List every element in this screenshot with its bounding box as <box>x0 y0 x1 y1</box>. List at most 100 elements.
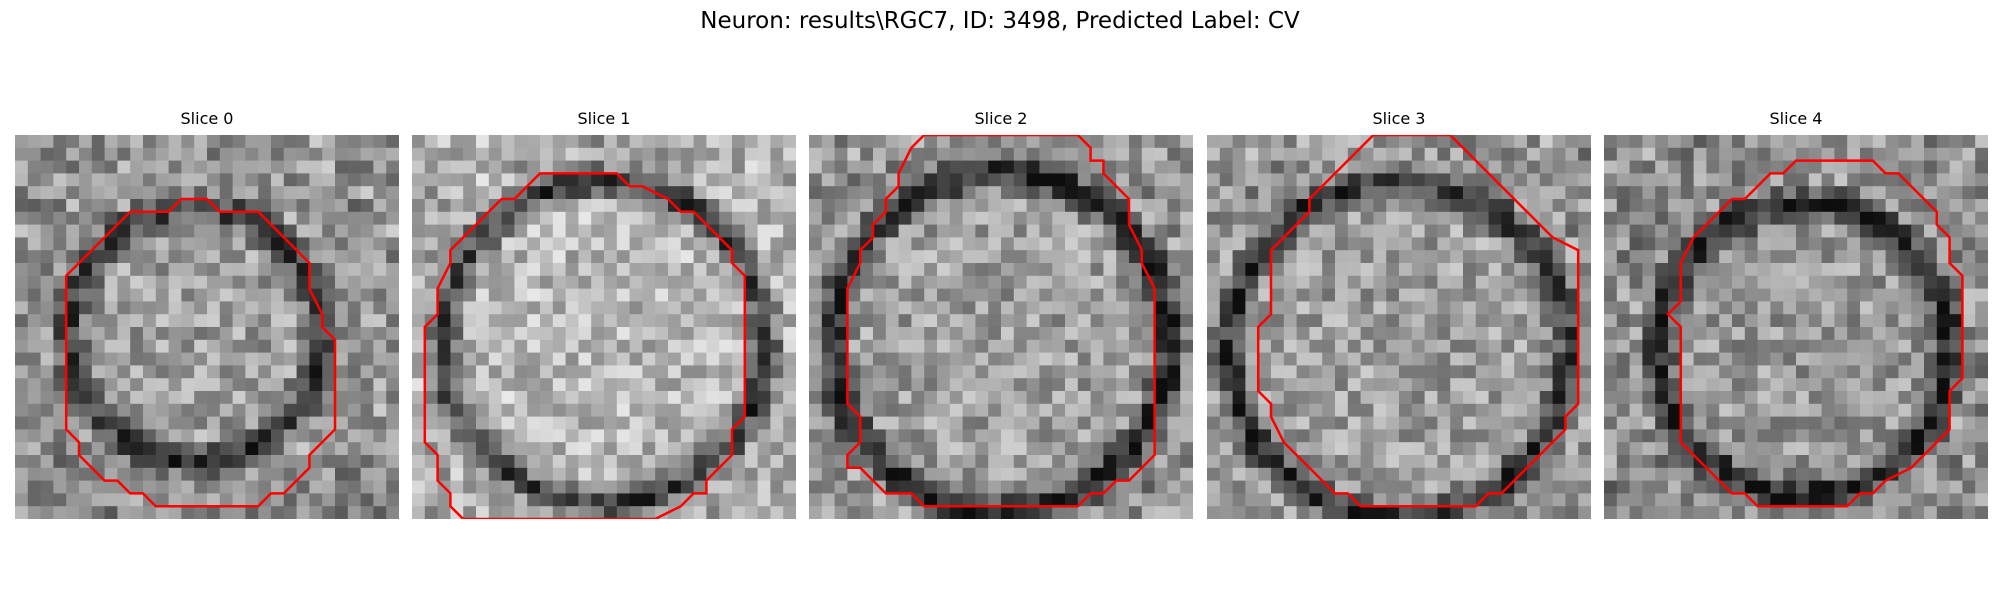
pixel-cell <box>1283 263 1297 277</box>
pixel-cell <box>1271 288 1285 302</box>
pixel-cell <box>1783 135 1797 149</box>
pixel-cell <box>1860 403 1874 417</box>
pixel-cell <box>1706 160 1720 174</box>
pixel-cell <box>1207 480 1221 494</box>
pixel-cell <box>770 467 784 481</box>
pixel-cell <box>271 301 285 315</box>
pixel-cell <box>937 506 951 519</box>
pixel-cell <box>1732 480 1746 494</box>
pixel-cell <box>578 224 592 238</box>
pixel-cell <box>629 147 643 161</box>
pixel-cell <box>1309 263 1323 277</box>
pixel-cell <box>79 275 93 289</box>
pixel-cell <box>962 250 976 264</box>
pixel-cell <box>770 288 784 302</box>
pixel-cell <box>514 263 528 277</box>
pixel-cell <box>1116 237 1130 251</box>
pixel-cell <box>143 263 157 277</box>
pixel-cell <box>79 224 93 238</box>
pixel-cell <box>821 199 835 213</box>
pixel-cell <box>79 173 93 187</box>
pixel-cell <box>335 493 349 507</box>
pixel-cell <box>1552 301 1566 315</box>
pixel-cell <box>1347 352 1361 366</box>
pixel-cell <box>91 314 105 328</box>
pixel-cell <box>1283 135 1297 149</box>
pixel-cell <box>79 467 93 481</box>
pixel-cell <box>668 480 682 494</box>
pixel-cell <box>1039 224 1053 238</box>
pixel-cell <box>1565 339 1579 353</box>
pixel-cell <box>565 160 579 174</box>
pixel-cell <box>757 301 771 315</box>
pixel-cell <box>1629 378 1643 392</box>
pixel-cell <box>1141 391 1155 405</box>
pixel-cell <box>578 135 592 149</box>
pixel-cell <box>937 314 951 328</box>
pixel-cell <box>757 199 771 213</box>
pixel-cell <box>732 493 746 507</box>
pixel-cell <box>27 339 41 353</box>
pixel-cell <box>1655 275 1669 289</box>
pixel-cell <box>1552 199 1566 213</box>
pixel-cell <box>1578 186 1591 200</box>
pixel-cell <box>1642 365 1656 379</box>
pixel-cell <box>1757 135 1771 149</box>
pixel-cell <box>1680 339 1694 353</box>
pixel-cell <box>744 506 758 519</box>
pixel-cell <box>860 378 874 392</box>
pixel-cell <box>1770 199 1784 213</box>
pixel-cell <box>1219 352 1233 366</box>
pixel-cell <box>283 391 297 405</box>
pixel-cell <box>1552 403 1566 417</box>
pixel-cell <box>488 467 502 481</box>
pixel-cell <box>1052 442 1066 456</box>
pixel-cell <box>898 403 912 417</box>
pixel-cell <box>1026 275 1040 289</box>
pixel-cell <box>1271 327 1285 341</box>
pixel-cell <box>1335 493 1349 507</box>
pixel-cell <box>1219 403 1233 417</box>
pixel-cell <box>1463 135 1477 149</box>
pixel-cell <box>1065 378 1079 392</box>
pixel-cell <box>629 352 643 366</box>
pixel-cell <box>1501 199 1515 213</box>
pixel-cell <box>668 378 682 392</box>
pixel-cell <box>949 135 963 149</box>
pixel-cell <box>1732 275 1746 289</box>
pixel-cell <box>1578 301 1591 315</box>
pixel-cell <box>1207 147 1221 161</box>
pixel-cell <box>1527 288 1541 302</box>
pixel-cell <box>1271 493 1285 507</box>
pixel-cell <box>1013 391 1027 405</box>
pixel-cell <box>1065 211 1079 225</box>
pixel-cell <box>1450 506 1464 519</box>
pixel-cell <box>578 493 592 507</box>
pixel-cell <box>1924 429 1938 443</box>
pixel-cell <box>1616 339 1630 353</box>
pixel-cell <box>1437 250 1451 264</box>
pixel-cell <box>1719 250 1733 264</box>
pixel-cell <box>591 327 605 341</box>
pixel-cell <box>1013 416 1027 430</box>
pixel-cell <box>1077 391 1091 405</box>
pixel-cell <box>143 301 157 315</box>
pixel-cell <box>744 442 758 456</box>
pixel-cell <box>1565 275 1579 289</box>
pixel-cell <box>616 339 630 353</box>
pixel-cell <box>1719 455 1733 469</box>
pixel-cell <box>565 237 579 251</box>
pixel-cell <box>1527 147 1541 161</box>
pixel-cell <box>680 211 694 225</box>
pixel-cell <box>1424 480 1438 494</box>
pixel-cell <box>1808 455 1822 469</box>
pixel-cell <box>412 186 426 200</box>
pixel-cell <box>565 173 579 187</box>
pixel-cell <box>1245 199 1259 213</box>
pixel-cell <box>540 378 554 392</box>
pixel-cell <box>1552 327 1566 341</box>
pixel-cell <box>450 327 464 341</box>
pixel-cell <box>1744 147 1758 161</box>
pixel-cell <box>437 442 451 456</box>
pixel-cell <box>219 186 233 200</box>
